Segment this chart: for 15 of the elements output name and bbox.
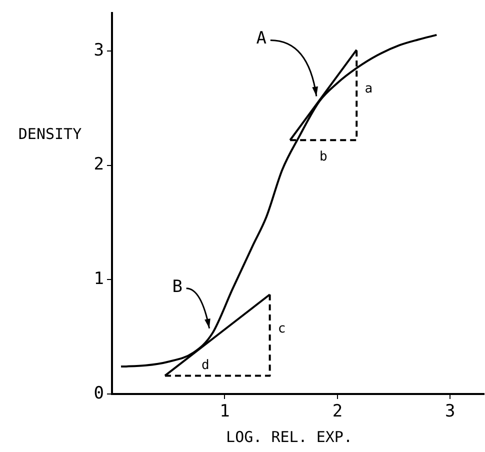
- y-tick-label: 2: [94, 154, 104, 175]
- y-axis-title: DENSITY: [18, 124, 82, 143]
- y-tick-label: 1: [94, 269, 104, 290]
- y-tick-label: 0: [94, 383, 104, 404]
- annotation: a: [364, 81, 373, 96]
- annotation: c: [278, 321, 286, 336]
- x-axis-title: LOG. REL. EXP.: [226, 428, 352, 446]
- annotation: B: [172, 276, 182, 297]
- x-tick-label: 3: [445, 402, 456, 422]
- annotation: A: [256, 28, 267, 49]
- y-tick-label: 3: [94, 40, 104, 60]
- x-tick-label: 1: [220, 402, 230, 422]
- annotation: b: [319, 150, 328, 165]
- annotation: d: [201, 358, 210, 374]
- x-tick-label: 2: [332, 402, 343, 422]
